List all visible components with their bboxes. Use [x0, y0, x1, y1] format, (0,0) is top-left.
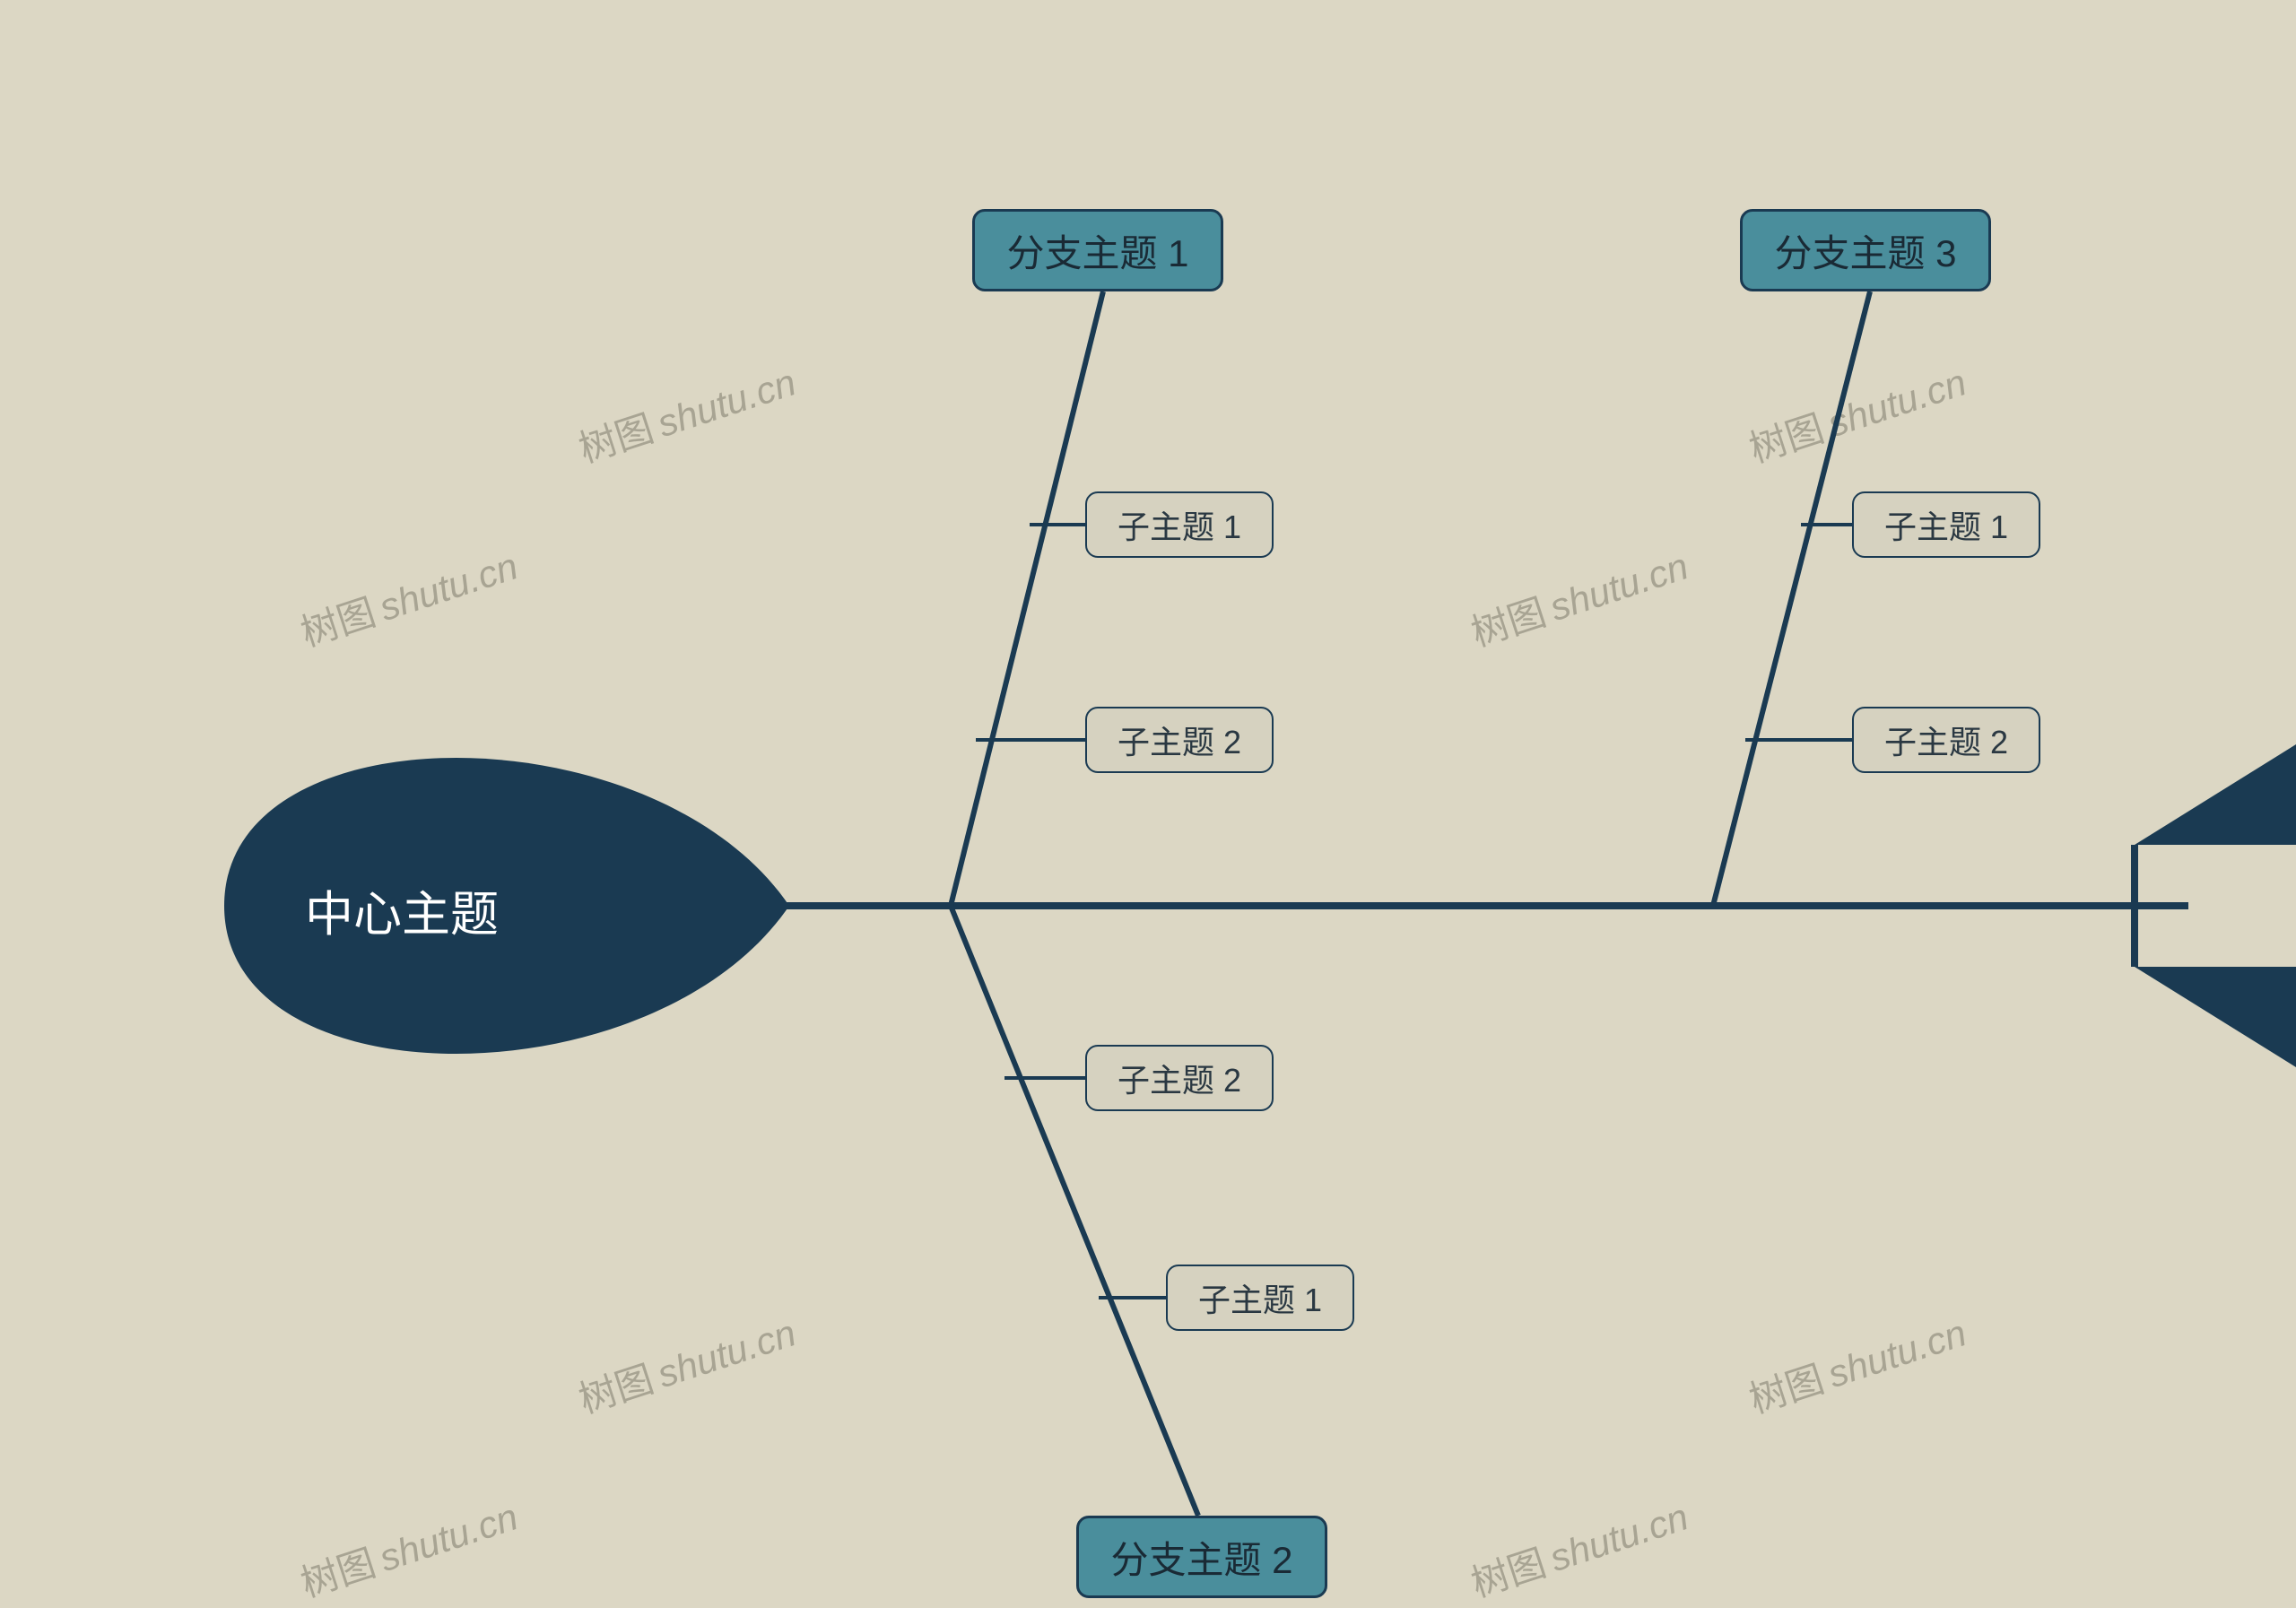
center-topic-label: 中心主题 [305, 888, 499, 942]
fish-tail-top [2135, 744, 2296, 845]
branch-2-subtopic-2-label: 子主题 2 [1118, 1055, 1241, 1101]
watermark: 树图shutu.cn [571, 352, 802, 474]
branch-3-subtopic-1-label: 子主题 1 [1884, 501, 2008, 548]
watermark: 树图shutu.cn [1464, 1487, 1694, 1608]
branch-3-bone [1713, 291, 1870, 906]
branch-2-subtopic-1[interactable]: 子主题 1 [1166, 1265, 1354, 1331]
watermark: 树图shutu.cn [1742, 352, 1972, 474]
branch-1-subtopic-1[interactable]: 子主题 1 [1085, 491, 1274, 558]
branch-3-subtopic-2-label: 子主题 2 [1884, 717, 2008, 763]
branch-topic-2-label: 分支主题 2 [1110, 1530, 1292, 1585]
branch-1-subtopic-2-label: 子主题 2 [1118, 717, 1241, 763]
watermark: 树图shutu.cn [1742, 1303, 1972, 1425]
branch-3-subtopic-2[interactable]: 子主题 2 [1852, 707, 2040, 773]
center-topic[interactable]: 中心主题 [305, 874, 499, 945]
branch-3-subtopic-1[interactable]: 子主题 1 [1852, 491, 2040, 558]
branch-topic-3-label: 分支主题 3 [1774, 223, 1956, 278]
fishbone-canvas: 树图shutu.cn 树图shutu.cn 树图shutu.cn 树图shutu… [0, 0, 2296, 1601]
watermark: 树图shutu.cn [571, 1303, 802, 1425]
branch-1-subtopic-2[interactable]: 子主题 2 [1085, 707, 1274, 773]
watermark: 树图shutu.cn [293, 1487, 524, 1608]
branch-topic-1-label: 分支主题 1 [1006, 223, 1188, 278]
branch-topic-2[interactable]: 分支主题 2 [1076, 1516, 1327, 1598]
branch-2-subtopic-2[interactable]: 子主题 2 [1085, 1045, 1274, 1111]
branch-1-subtopic-1-label: 子主题 1 [1118, 501, 1241, 548]
branch-1-bone [951, 291, 1103, 906]
branch-2-bone [951, 906, 1198, 1516]
branch-topic-1[interactable]: 分支主题 1 [972, 209, 1223, 291]
watermark: 树图shutu.cn [1464, 536, 1694, 658]
branch-topic-3[interactable]: 分支主题 3 [1740, 209, 1991, 291]
branch-2-subtopic-1-label: 子主题 1 [1198, 1274, 1322, 1321]
watermark: 树图shutu.cn [293, 536, 524, 658]
fish-tail-bottom [2135, 967, 2296, 1067]
